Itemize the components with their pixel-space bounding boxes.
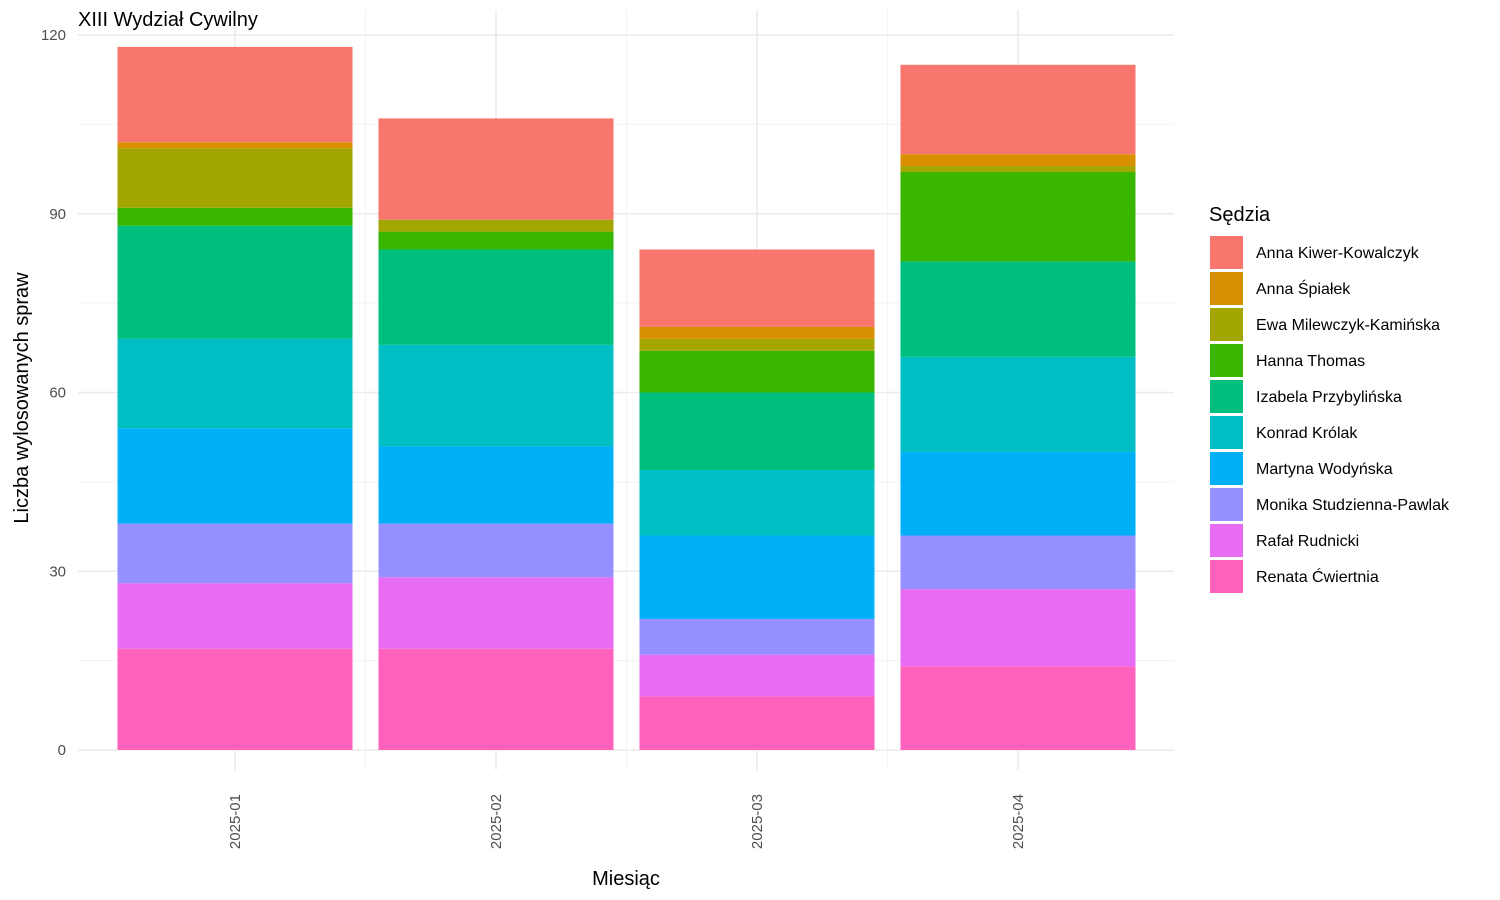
x-axis-title: Miesiąc (592, 868, 660, 890)
bar-segment (639, 392, 875, 470)
legend-label: Martyna Wodyńska (1256, 461, 1393, 478)
legend-title: Sędzia (1209, 204, 1271, 226)
bar-segment (639, 249, 875, 327)
legend-swatch (1210, 236, 1243, 269)
legend-label: Monika Studzienna-Pawlak (1256, 497, 1450, 514)
bar-segment (639, 338, 875, 351)
bar-segment (639, 350, 875, 393)
bar-segment (900, 64, 1136, 155)
bar-segment (378, 344, 614, 447)
y-tick-label: 30 (49, 563, 66, 580)
legend-item: Anna Kiwer-Kowalczyk (1210, 236, 1420, 269)
bar-segment (117, 583, 353, 649)
legend-item: Hanna Thomas (1210, 344, 1365, 377)
bar-segment (378, 231, 614, 250)
legend-label: Ewa Milewczyk-Kamińska (1256, 317, 1440, 334)
chart-title: XIII Wydział Cywilny (78, 9, 258, 31)
legend-item: Konrad Królak (1210, 416, 1358, 449)
bar-segment (378, 118, 614, 220)
bar-segment (378, 523, 614, 578)
legend-label: Izabela Przybylińska (1256, 389, 1402, 406)
bar-segment (900, 666, 1136, 750)
legend-label: Konrad Królak (1256, 425, 1358, 442)
y-axis-ticks: 0 30 60 90 120 (41, 27, 66, 759)
legend-swatch (1210, 524, 1243, 557)
legend-label: Anna Śpiałek (1256, 279, 1351, 298)
x-tick-label: 2025-03 (749, 794, 766, 849)
y-tick-label: 0 (58, 742, 66, 759)
legend-label: Renata Ćwiertnia (1256, 567, 1379, 586)
legend-swatch (1210, 416, 1243, 449)
legend-item: Monika Studzienna-Pawlak (1210, 488, 1450, 521)
y-tick-label: 90 (49, 206, 66, 223)
bar-segment (639, 618, 875, 655)
legend-swatch (1210, 452, 1243, 485)
y-tick-label: 60 (49, 385, 66, 402)
bar-segment (639, 696, 875, 750)
bar-segment (117, 148, 353, 208)
bar-segment (117, 207, 353, 226)
bar-segment (117, 648, 353, 750)
x-tick-label: 2025-02 (488, 794, 505, 849)
legend-label: Hanna Thomas (1256, 353, 1365, 370)
x-axis-ticks: 2025-01 2025-02 2025-03 2025-04 (227, 794, 1027, 849)
legend-swatch (1210, 308, 1243, 341)
bar-segment (378, 446, 614, 524)
y-axis-title: Liczba wylosowanych spraw (11, 272, 33, 524)
legend-label: Anna Kiwer-Kowalczyk (1256, 245, 1420, 262)
legend-swatch (1210, 344, 1243, 377)
bar-segment (900, 356, 1136, 453)
legend-item: Rafał Rudnicki (1210, 524, 1359, 557)
legend-item: Martyna Wodyńska (1210, 452, 1393, 485)
bar-segment (117, 523, 353, 584)
bar-segment (900, 452, 1136, 536)
bars (117, 46, 1136, 750)
legend-label: Rafał Rudnicki (1256, 533, 1359, 550)
y-tick-label: 120 (41, 27, 66, 44)
x-tick-label: 2025-01 (227, 794, 244, 849)
legend-swatch (1210, 272, 1243, 305)
bar-segment (117, 142, 353, 149)
bar-segment (378, 219, 614, 232)
bar-segment (378, 577, 614, 649)
x-tick-label: 2025-04 (1010, 794, 1027, 849)
bar-segment (900, 589, 1136, 667)
bar-segment (117, 225, 353, 339)
legend-item: Ewa Milewczyk-Kamińska (1210, 308, 1440, 341)
bar-segment (117, 428, 353, 524)
legend-item: Anna Śpiałek (1210, 272, 1351, 305)
bar-segment (900, 172, 1136, 262)
legend-swatch (1210, 380, 1243, 413)
legend: Sędzia Anna Kiwer-Kowalczyk Anna Śpiałek E… (1209, 204, 1450, 593)
legend-item: Izabela Przybylińska (1210, 380, 1402, 413)
bar-segment (900, 261, 1136, 357)
bar-segment (639, 326, 875, 339)
bar-segment (378, 648, 614, 750)
bar-segment (639, 469, 875, 536)
legend-swatch (1210, 560, 1243, 593)
bar-segment (900, 166, 1136, 173)
bar-segment (900, 535, 1136, 590)
legend-item: Renata Ćwiertnia (1210, 560, 1379, 593)
bar-segment (117, 46, 353, 143)
bar-segment (639, 535, 875, 619)
bar-segment (117, 338, 353, 429)
bar-segment (639, 654, 875, 697)
bar-segment (378, 249, 614, 345)
bar-segment (900, 154, 1136, 167)
legend-swatch (1210, 488, 1243, 521)
